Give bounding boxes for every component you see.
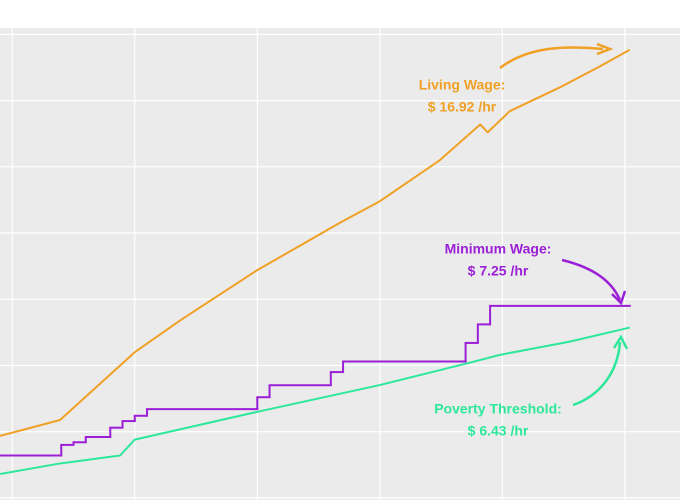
annotation: Minimum Wage: — [445, 241, 552, 257]
annotation: $ 16.92 /hr — [428, 99, 497, 115]
series-line — [0, 326, 630, 476]
arrow-head — [611, 290, 627, 306]
annotation: Poverty Threshold: — [434, 401, 562, 417]
arrow — [499, 46, 604, 69]
step-riser — [60, 305, 492, 456]
series-line — [0, 48, 631, 437]
arrow — [561, 258, 622, 301]
arrow — [572, 341, 622, 407]
annotation: $ 7.25 /hr — [468, 263, 529, 279]
annotations: Living Wage: $ 16.92 /hr Minimum Wage: $… — [419, 77, 562, 439]
plot-panel — [0, 28, 680, 500]
annotation: Living Wage: — [419, 77, 506, 93]
annotation: $ 6.43 /hr — [468, 423, 529, 439]
lines — [0, 48, 631, 476]
arrow-head — [596, 42, 614, 56]
arrows — [499, 42, 629, 407]
arrow-head — [612, 334, 629, 350]
